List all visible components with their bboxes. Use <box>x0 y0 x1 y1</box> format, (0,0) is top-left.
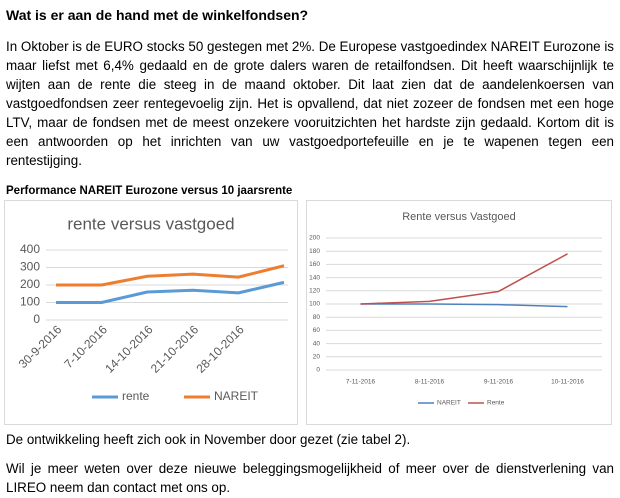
y-tick-label: 100 <box>309 301 320 308</box>
paragraph: Wil je meer weten over deze nieuwe beleg… <box>6 461 614 495</box>
chart-frame <box>4 200 298 425</box>
paragraph: In Oktober is de EURO stocks 50 gestegen… <box>6 39 614 168</box>
paragraph: De ontwikkeling heeft zich ook in Novemb… <box>6 432 411 447</box>
y-tick-label: 20 <box>313 354 321 361</box>
heading: Wat is er aan de hand met de winkelfonds… <box>6 7 309 23</box>
series-line <box>360 303 568 308</box>
y-tick-label: 200 <box>20 277 40 291</box>
chart: Rente versus Vastgoed 0 20 40 60 80 100 120 140 1… <box>306 200 612 425</box>
chart: rente versus vastgoed010020030040030-9-2… <box>4 200 298 425</box>
legend-label: NAREIT <box>437 400 461 407</box>
series-line <box>360 253 568 305</box>
y-tick-label: 160 <box>309 261 320 268</box>
x-tick-label: 7-11-2016 <box>346 379 376 386</box>
legend-label: rente <box>122 389 150 403</box>
y-tick-label: 200 <box>309 235 320 242</box>
x-tick-label: 9-11-2016 <box>484 379 514 386</box>
y-tick-label: 60 <box>313 327 321 334</box>
y-tick-label: 80 <box>313 314 321 321</box>
legend-label: NAREIT <box>214 389 259 403</box>
chart-title: Rente versus Vastgoed <box>402 211 516 223</box>
series-line <box>56 264 285 287</box>
chart-title: rente versus vastgoed <box>67 214 234 233</box>
x-tick-label: 10-11-2016 <box>551 379 584 386</box>
y-tick-label: 0 <box>316 367 320 374</box>
y-tick-label: 180 <box>309 248 320 255</box>
y-tick-label: 300 <box>20 260 40 274</box>
caption: Performance NAREIT Eurozone versus 10 ja… <box>6 185 293 197</box>
y-tick-label: 100 <box>20 295 40 309</box>
legend-label: Rente <box>487 400 505 407</box>
y-tick-label: 400 <box>20 242 40 256</box>
chart-frame <box>306 200 612 425</box>
series-line <box>56 280 285 304</box>
y-tick-label: 40 <box>313 340 321 347</box>
y-tick-label: 140 <box>309 274 320 281</box>
x-tick-label: 8-11-2016 <box>415 379 445 386</box>
y-tick-label: 0 <box>33 312 40 326</box>
y-tick-label: 120 <box>309 288 320 295</box>
